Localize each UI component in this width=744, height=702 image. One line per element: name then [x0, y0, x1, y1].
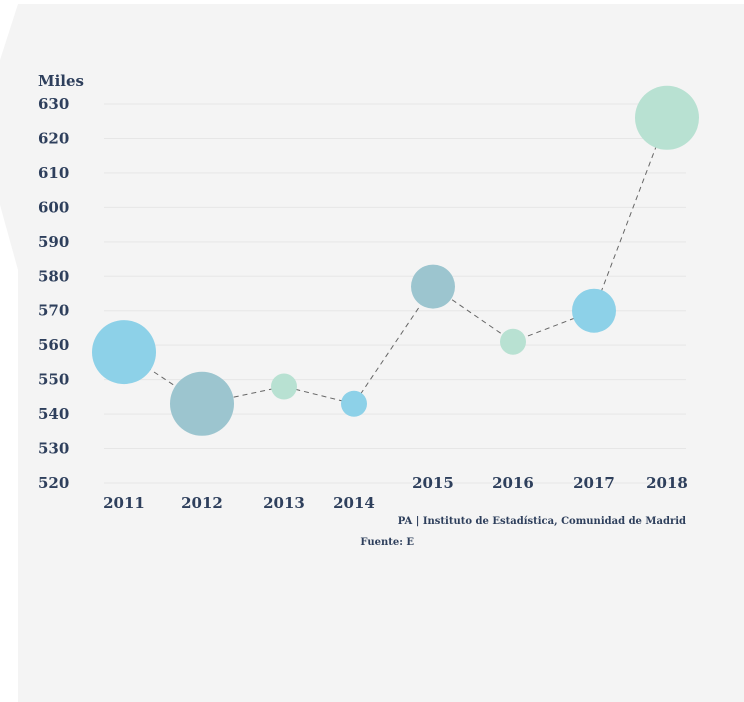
bubble-2016: [500, 328, 526, 355]
y-tick-label: 590: [38, 233, 69, 251]
y-tick-label: 560: [38, 336, 69, 354]
x-tick-label: 2011: [103, 494, 145, 512]
y-tick-label: 520: [38, 474, 69, 492]
y-axis-ticks: 520 530 540 550 560 570 580 590 600 610 620 630: [38, 95, 69, 492]
x-tick-label: 2016: [492, 474, 534, 492]
chart-background: [0, 4, 744, 702]
y-tick-label: 600: [38, 198, 69, 216]
x-tick-label: 2013: [263, 494, 305, 512]
source-label: Fuente: E: [360, 537, 414, 548]
source-text: PA | Instituto de Estadística, Comunidad…: [398, 516, 686, 527]
y-tick-label: 550: [38, 371, 69, 389]
y-tick-label: 630: [38, 95, 69, 113]
x-tick-label: 2014: [333, 494, 375, 512]
y-tick-label: 540: [38, 405, 69, 423]
bubble-2017: [572, 288, 616, 333]
grid-lines: [104, 103, 686, 484]
bubble-2013: [271, 373, 297, 400]
y-axis-unit-label: Miles: [38, 72, 84, 90]
x-axis-ticks: 2011 2012 2013 2014 2015 2016 2017 2018: [103, 474, 688, 512]
y-tick-label: 610: [38, 164, 69, 182]
bubble-2014: [341, 390, 367, 417]
bubble-2011: [92, 320, 156, 385]
y-tick-label: 570: [38, 302, 69, 320]
x-tick-label: 2017: [573, 474, 615, 492]
x-tick-label: 2012: [181, 494, 223, 512]
y-tick-label: 580: [38, 267, 69, 285]
bubble-2015: [411, 264, 455, 309]
bubble-2012: [170, 371, 234, 436]
bubble-2018: [635, 85, 699, 150]
x-tick-label: 2018: [646, 474, 688, 492]
bubbles: [92, 85, 699, 436]
y-tick-label: 620: [38, 129, 69, 147]
y-tick-label: 530: [38, 440, 69, 458]
x-tick-label: 2015: [412, 474, 454, 492]
